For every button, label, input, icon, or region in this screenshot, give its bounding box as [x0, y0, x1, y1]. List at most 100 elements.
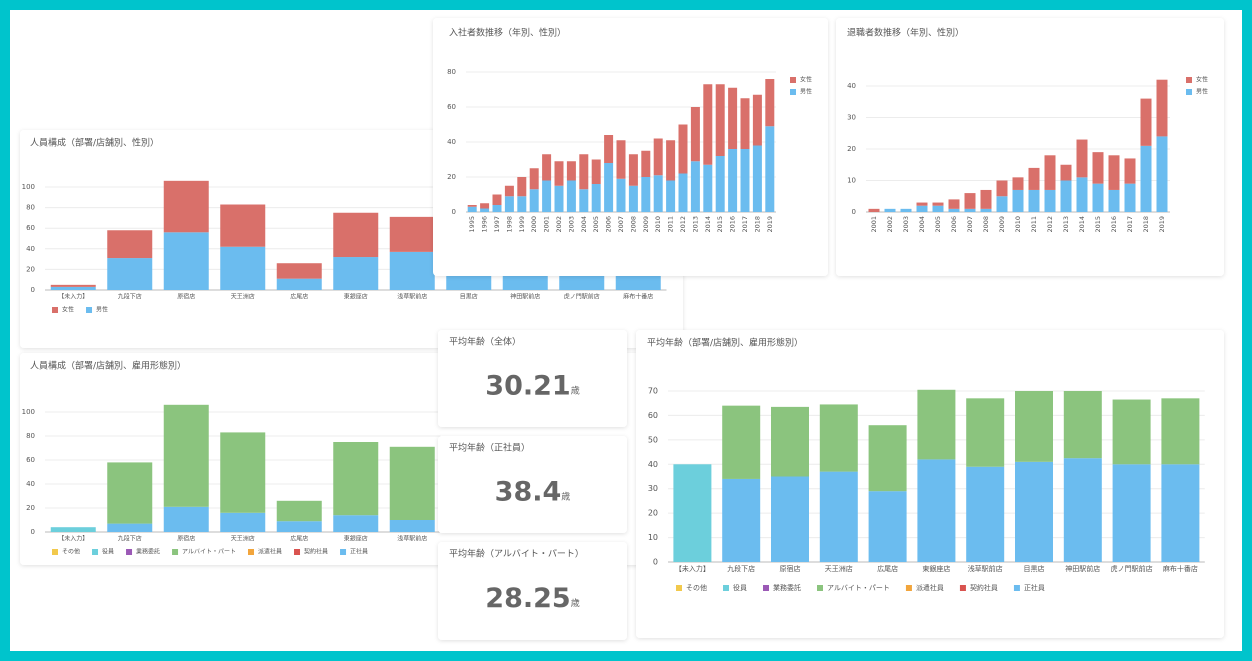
bar-segment: [819, 404, 858, 472]
bar-segment: [868, 208, 880, 212]
bar-segment: [641, 177, 651, 212]
x-tick-label: 天王洲店: [231, 535, 255, 543]
bar-segment: [740, 98, 750, 149]
legend-swatch: [52, 307, 58, 313]
bar-segment: [1076, 139, 1088, 178]
bar-segment: [276, 263, 322, 279]
legend-label: 女性: [1196, 76, 1208, 84]
x-tick-label: 2018: [753, 216, 761, 233]
bar-segment: [722, 405, 761, 479]
bar-segment: [916, 205, 928, 212]
chart-title: 平均年齢（部署/店舗別、雇用形態別）: [647, 337, 803, 349]
legend-swatch: [1186, 77, 1192, 83]
legend-label: 業務委託: [773, 583, 801, 592]
x-tick-label: 2008: [629, 216, 637, 233]
x-tick-label: 2004: [918, 216, 926, 233]
x-tick-label: 九段下店: [727, 564, 755, 573]
x-tick-label: 2003: [567, 216, 575, 233]
bar-segment: [50, 284, 96, 287]
kpi-unit: 歳: [571, 597, 580, 609]
bar-segment: [517, 177, 527, 197]
bar-segment: [673, 464, 712, 562]
chart-title: 人員構成（部署/店舗別、雇用形態別）: [30, 360, 186, 372]
bar-segment: [604, 163, 614, 212]
x-tick-label: 2017: [1126, 216, 1134, 233]
bar-segment: [690, 107, 700, 162]
bar-segment: [1028, 167, 1040, 190]
bar-segment: [579, 189, 589, 212]
kpi-unit: 歳: [571, 384, 580, 396]
y-tick-label: 40: [26, 245, 35, 253]
bar-segment: [163, 232, 209, 290]
chart-title: 入社者数推移（年別、性別）: [449, 27, 566, 39]
bar-segment: [996, 180, 1008, 197]
bar-segment: [980, 208, 992, 212]
x-tick-label: 九段下店: [118, 293, 142, 301]
x-tick-label: 2008: [982, 216, 990, 233]
bar-segment: [966, 466, 1005, 562]
bar-segment: [752, 94, 762, 146]
y-tick-label: 100: [22, 408, 35, 416]
legend-label: 女性: [62, 306, 74, 314]
kpi-value: 38.4歳: [495, 476, 571, 507]
bar-segment: [1015, 391, 1053, 462]
x-tick-label: 浅草駅前店: [397, 293, 427, 301]
y-tick-label: 20: [648, 509, 658, 518]
bar-segment: [1028, 189, 1040, 212]
bar-segment: [948, 199, 960, 209]
bar-segment: [641, 150, 651, 177]
bar-segment: [276, 500, 322, 522]
bar-segment: [678, 124, 688, 174]
bar-segment: [964, 193, 976, 209]
bar-segment: [703, 164, 713, 212]
bar-segment: [653, 138, 663, 176]
x-tick-label: 2005: [934, 216, 942, 233]
x-tick-label: 2012: [1046, 216, 1054, 233]
x-tick-label: 2002: [886, 216, 894, 233]
bar-segment: [728, 149, 738, 212]
card: [438, 542, 627, 640]
y-tick-label: 20: [26, 265, 35, 273]
x-tick-label: 原宿店: [780, 564, 801, 573]
bar-segment: [579, 154, 589, 190]
legend-label: その他: [62, 548, 80, 556]
y-tick-label: 60: [26, 224, 35, 232]
bar-segment: [932, 202, 944, 206]
bar-segment: [1044, 189, 1056, 212]
y-tick-label: 40: [447, 138, 456, 146]
bar-segment: [1108, 189, 1120, 212]
legend-label: 役員: [102, 548, 114, 556]
bar-segment: [1140, 98, 1152, 146]
legend-label: 男性: [1196, 88, 1208, 96]
x-tick-label: 1997: [493, 216, 501, 233]
legend-label: 女性: [800, 76, 812, 84]
x-tick-label: 原宿店: [177, 535, 195, 543]
legend-swatch: [790, 77, 796, 83]
bar-segment: [504, 185, 514, 197]
bar-segment: [666, 140, 676, 181]
x-tick-label: 2011: [1030, 216, 1038, 233]
chart-title: 退職者数推移（年別、性別）: [847, 27, 964, 39]
bar-segment: [653, 175, 663, 212]
bar-segment: [765, 79, 775, 127]
y-tick-label: 60: [648, 411, 658, 420]
x-tick-label: 天王洲店: [825, 564, 853, 573]
kpi-title: 平均年齢（正社員）: [449, 442, 530, 454]
bar-segment: [917, 389, 956, 460]
bar-segment: [966, 398, 1005, 467]
bar-segment: [628, 185, 638, 212]
legend-swatch: [723, 585, 729, 591]
bar-segment: [220, 432, 266, 513]
bar-segment: [868, 491, 907, 562]
bar-segment: [884, 208, 896, 212]
kpi-unit: 歳: [561, 490, 570, 502]
bar-segment: [220, 246, 266, 290]
legend-label: 男性: [800, 88, 812, 96]
bar-segment: [1092, 183, 1104, 212]
y-tick-label: 60: [26, 456, 35, 464]
bar-segment: [1112, 399, 1151, 465]
y-tick-label: 60: [447, 103, 456, 111]
legend-label: アルバイト・パート: [182, 549, 236, 556]
x-tick-label: 2015: [1094, 216, 1102, 233]
bar-segment: [554, 185, 564, 212]
